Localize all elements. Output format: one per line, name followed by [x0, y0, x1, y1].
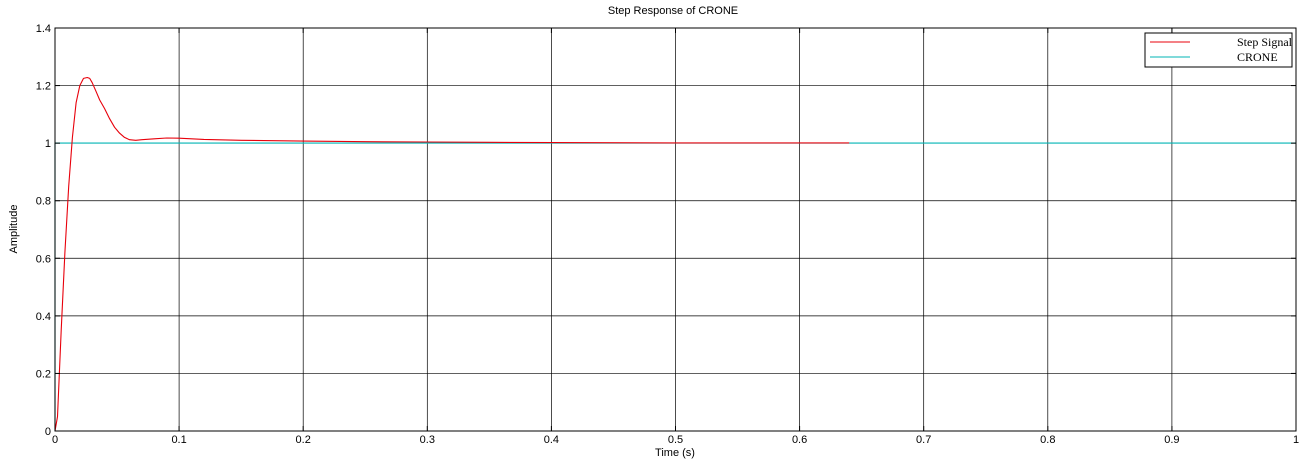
x-tick-label: 0.5: [668, 434, 683, 446]
y-tick-label: 0: [45, 426, 51, 438]
x-tick-label: 1: [1293, 434, 1299, 446]
x-tick-label: 0.3: [420, 434, 435, 446]
chart-title: Step Response of CRONE: [608, 5, 738, 17]
y-tick-label: 1.4: [36, 23, 51, 35]
x-tick-label: 0.8: [1040, 434, 1055, 446]
x-tick-label: 0.2: [296, 434, 311, 446]
series-line-step-signal: [54, 76, 850, 432]
grid: [55, 28, 1296, 431]
legend-label-step-signal: Step Signal: [1237, 35, 1293, 49]
y-axis-ticks: 0 0.2 0.4 0.6 0.8 1 1.2 1.4: [36, 23, 1296, 438]
y-axis-label: Amplitude: [8, 205, 20, 254]
y-tick-label: 0.4: [36, 311, 51, 323]
legend-box: [1144, 32, 1293, 68]
y-tick-label: 0.6: [36, 253, 51, 265]
x-tick-label: 0.7: [916, 434, 931, 446]
legend: Step Signal CRONE: [1144, 32, 1293, 68]
x-tick-label: 0: [52, 434, 58, 446]
x-axis-label: Time (s): [655, 447, 695, 459]
x-tick-label: 0.9: [1164, 434, 1179, 446]
x-tick-label: 0.1: [171, 434, 186, 446]
x-tick-label: 0.6: [792, 434, 807, 446]
legend-label-crone: CRONE: [1237, 50, 1278, 64]
y-tick-label: 1.2: [36, 81, 51, 93]
x-axis-ticks: 0 0.1 0.2 0.3 0.4 0.5 0.6 0.7 0.8 0.9 1: [52, 28, 1299, 446]
y-tick-label: 0.8: [36, 196, 51, 208]
x-tick-label: 0.4: [544, 434, 559, 446]
y-tick-label: 0.2: [36, 368, 51, 380]
y-tick-label: 1: [45, 138, 51, 150]
